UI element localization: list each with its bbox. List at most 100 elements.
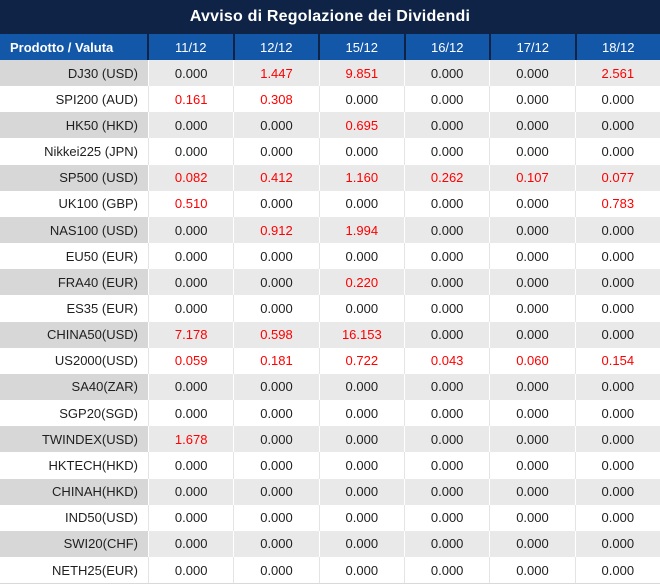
dividend-value-cell: 0.000 [233, 190, 319, 217]
dividend-value-cell: 0.000 [574, 86, 660, 113]
dividend-value-cell: 0.000 [318, 243, 404, 270]
dividend-value-cell: 0.000 [148, 478, 234, 505]
dividend-value-cell: 0.000 [403, 400, 490, 427]
table-row: NETH25(EUR) 0.000 0.000 0.000 0.000 0.000 0.00… [0, 556, 660, 584]
column-header-date-5: 17/12 [491, 34, 575, 60]
dividend-value-cell: 0.000 [574, 138, 660, 165]
dividend-value-cell: 0.060 [489, 347, 575, 374]
dividend-value-cell: 0.000 [574, 295, 660, 322]
dividend-value-cell: 0.000 [489, 530, 575, 557]
dividend-value-cell: 0.107 [489, 164, 575, 191]
dividend-value-cell: 0.000 [403, 452, 490, 479]
dividend-value-cell: 0.000 [403, 321, 490, 348]
dividend-value-cell: 0.510 [148, 190, 234, 217]
product-name-cell: SPI200 (AUD) [0, 86, 148, 113]
table-row: SWI20(CHF) 0.000 0.000 0.000 0.000 0.000 0.000 [0, 530, 660, 557]
product-name-cell: NAS100 (USD) [0, 216, 148, 244]
table-row: NAS100 (USD) 0.000 0.912 1.994 0.000 0.000 0.0… [0, 216, 660, 244]
dividend-value-cell: 0.000 [148, 504, 234, 531]
dividend-value-cell: 0.000 [233, 504, 319, 531]
dividend-value-cell: 0.000 [233, 426, 319, 453]
table-row: CHINAH(HKD) 0.000 0.000 0.000 0.000 0.000 0.00… [0, 478, 660, 505]
dividend-value-cell: 0.000 [403, 504, 490, 531]
dividend-value-cell: 0.000 [403, 530, 490, 557]
dividend-value-cell: 0.000 [233, 243, 319, 270]
dividend-value-cell: 0.598 [233, 321, 319, 348]
dividend-value-cell: 0.000 [403, 556, 490, 584]
product-name-cell: CHINAH(HKD) [0, 478, 148, 505]
product-name-cell: HK50 (HKD) [0, 112, 148, 139]
product-name-cell: DJ30 (USD) [0, 60, 148, 87]
page-title: Avviso di Regolazione dei Dividendi [0, 0, 660, 34]
dividend-value-cell: 0.000 [489, 190, 575, 217]
dividend-value-cell: 0.000 [574, 400, 660, 427]
dividend-value-cell: 0.181 [233, 347, 319, 374]
table-row: UK100 (GBP) 0.510 0.000 0.000 0.000 0.000 0.78… [0, 190, 660, 217]
dividend-value-cell: 0.000 [403, 243, 490, 270]
product-name-cell: US2000(USD) [0, 347, 148, 374]
dividend-value-cell: 0.000 [489, 138, 575, 165]
dividend-value-cell: 0.000 [489, 373, 575, 401]
dividend-value-cell: 0.000 [489, 269, 575, 296]
dividend-value-cell: 7.178 [148, 321, 234, 348]
dividend-value-cell: 0.000 [574, 112, 660, 139]
table-body: DJ30 (USD) 0.000 1.447 9.851 0.000 0.000 2.561… [0, 60, 660, 584]
dividend-value-cell: 0.000 [489, 426, 575, 453]
dividend-value-cell: 0.000 [148, 269, 234, 296]
dividend-value-cell: 0.161 [148, 86, 234, 113]
table-bottom-rule [0, 583, 660, 584]
product-name-cell: Nikkei225 (JPN) [0, 138, 148, 165]
dividend-value-cell: 0.000 [318, 86, 404, 113]
dividend-value-cell: 0.000 [233, 400, 319, 427]
dividend-value-cell: 16.153 [318, 321, 404, 348]
dividend-value-cell: 0.000 [489, 86, 575, 113]
table-row: Nikkei225 (JPN) 0.000 0.000 0.000 0.000 0.000… [0, 138, 660, 165]
dividend-value-cell: 0.000 [403, 295, 490, 322]
dividend-value-cell: 0.000 [489, 321, 575, 348]
dividend-value-cell: 0.262 [403, 164, 490, 191]
dividend-value-cell: 0.000 [318, 400, 404, 427]
dividend-value-cell: 0.000 [403, 426, 490, 453]
dividend-value-cell: 0.783 [574, 190, 660, 217]
dividend-value-cell: 0.000 [148, 452, 234, 479]
dividend-value-cell: 0.220 [318, 269, 404, 296]
dividend-value-cell: 0.000 [318, 138, 404, 165]
dividend-value-cell: 0.000 [574, 321, 660, 348]
column-header-date-2: 12/12 [234, 34, 318, 60]
dividend-value-cell: 0.000 [318, 373, 404, 401]
product-name-cell: SA40(ZAR) [0, 373, 148, 401]
dividend-value-cell: 0.000 [574, 504, 660, 531]
product-name-cell: EU50 (EUR) [0, 243, 148, 270]
dividend-value-cell: 0.000 [403, 138, 490, 165]
dividend-value-cell: 0.000 [233, 452, 319, 479]
dividend-value-cell: 0.000 [403, 373, 490, 401]
table-row: US2000(USD) 0.059 0.181 0.722 0.043 0.060 0.15… [0, 347, 660, 374]
table-row: CHINA50(USD) 7.178 0.598 16.153 0.000 0.000 0.… [0, 321, 660, 348]
dividend-value-cell: 0.000 [489, 243, 575, 270]
dividend-value-cell: 0.000 [574, 556, 660, 584]
dividend-value-cell: 1.447 [233, 60, 319, 87]
table-row: DJ30 (USD) 0.000 1.447 9.851 0.000 0.000 2.561 [0, 60, 660, 87]
dividend-value-cell: 1.994 [318, 216, 404, 244]
dividend-value-cell: 0.000 [489, 400, 575, 427]
table-row: TWINDEX(USD) 1.678 0.000 0.000 0.000 0.000 0.0… [0, 426, 660, 453]
dividend-value-cell: 0.000 [489, 556, 575, 584]
table-row: SA40(ZAR) 0.000 0.000 0.000 0.000 0.000 0.000 [0, 373, 660, 401]
dividend-value-cell: 0.000 [403, 60, 490, 87]
table-row: EU50 (EUR) 0.000 0.000 0.000 0.000 0.000 0.000 [0, 243, 660, 270]
dividend-value-cell: 0.912 [233, 216, 319, 244]
dividend-value-cell: 0.000 [489, 504, 575, 531]
dividend-value-cell: 0.000 [148, 216, 234, 244]
dividend-value-cell: 0.000 [233, 295, 319, 322]
dividend-value-cell: 0.000 [318, 556, 404, 584]
dividend-value-cell: 0.000 [318, 295, 404, 322]
table-row: HKTECH(HKD) 0.000 0.000 0.000 0.000 0.000 0.00… [0, 452, 660, 479]
dividend-value-cell: 0.000 [148, 400, 234, 427]
product-name-cell: TWINDEX(USD) [0, 426, 148, 453]
product-name-cell: IND50(USD) [0, 504, 148, 531]
dividend-value-cell: 0.000 [574, 243, 660, 270]
product-name-cell: SP500 (USD) [0, 164, 148, 191]
dividend-value-cell: 0.722 [318, 347, 404, 374]
dividend-value-cell: 0.043 [403, 347, 490, 374]
product-name-cell: HKTECH(HKD) [0, 452, 148, 479]
